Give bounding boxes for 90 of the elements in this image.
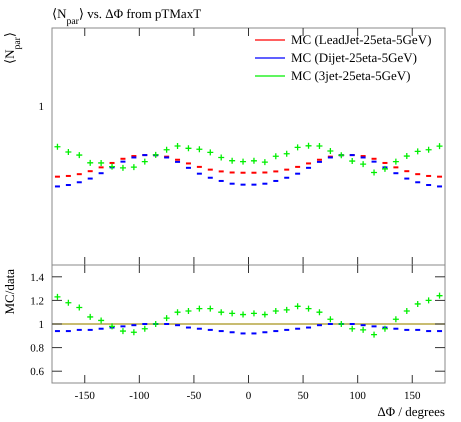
point bbox=[348, 157, 356, 165]
y-axis-title: MC/data bbox=[2, 268, 17, 314]
point bbox=[436, 142, 444, 150]
point bbox=[206, 305, 214, 312]
point bbox=[76, 304, 83, 312]
point bbox=[64, 148, 72, 156]
x-tick-label: -50 bbox=[186, 390, 202, 402]
point bbox=[64, 299, 72, 306]
point bbox=[370, 330, 378, 338]
y-tick-label: 1 bbox=[38, 319, 44, 331]
point bbox=[174, 142, 182, 150]
point bbox=[228, 310, 236, 318]
point bbox=[338, 152, 345, 159]
point bbox=[141, 158, 148, 166]
point bbox=[261, 158, 269, 166]
point bbox=[381, 165, 389, 173]
point bbox=[54, 143, 62, 150]
point bbox=[86, 159, 94, 166]
point bbox=[370, 168, 378, 176]
point bbox=[218, 154, 225, 162]
point bbox=[403, 307, 410, 315]
y-tick-label: 1.4 bbox=[30, 272, 44, 284]
point bbox=[174, 308, 182, 316]
point bbox=[392, 158, 400, 166]
x-tick-label: -100 bbox=[129, 390, 150, 402]
y-tick-label: 0.8 bbox=[30, 342, 44, 355]
x-tick-label: 150 bbox=[404, 390, 421, 402]
point bbox=[228, 157, 236, 164]
point bbox=[239, 158, 247, 166]
point bbox=[381, 325, 389, 332]
point bbox=[108, 163, 116, 170]
point bbox=[304, 142, 312, 150]
point bbox=[206, 148, 214, 156]
point bbox=[326, 147, 334, 155]
point bbox=[119, 327, 127, 335]
point bbox=[184, 307, 192, 315]
point bbox=[392, 316, 400, 323]
legend-label: MC (LeadJet-25eta-5GeV) bbox=[291, 32, 432, 47]
point bbox=[162, 314, 170, 322]
point bbox=[272, 152, 280, 160]
x-axis-title: ΔΦ / degrees bbox=[377, 404, 445, 419]
point bbox=[348, 325, 356, 332]
point bbox=[97, 159, 105, 167]
point bbox=[436, 292, 444, 300]
point bbox=[184, 144, 192, 152]
point bbox=[294, 302, 302, 310]
x-tick-label: 100 bbox=[349, 390, 366, 402]
point bbox=[414, 148, 422, 156]
y-tick-label: 1.2 bbox=[30, 295, 44, 308]
point bbox=[294, 144, 302, 151]
point bbox=[414, 300, 422, 308]
point bbox=[86, 313, 94, 321]
point bbox=[359, 160, 367, 168]
point bbox=[261, 310, 269, 318]
point bbox=[196, 146, 204, 153]
point bbox=[108, 322, 116, 330]
x-tick-label: -150 bbox=[74, 390, 96, 402]
point bbox=[359, 326, 367, 334]
point bbox=[272, 307, 280, 315]
point bbox=[130, 328, 138, 336]
point bbox=[326, 316, 334, 323]
point bbox=[97, 316, 105, 324]
point bbox=[196, 305, 204, 312]
point bbox=[250, 310, 258, 318]
point bbox=[152, 151, 160, 158]
point bbox=[141, 325, 148, 332]
point bbox=[152, 320, 160, 328]
point bbox=[316, 308, 324, 316]
y-tick-label: 0.6 bbox=[30, 366, 44, 378]
point bbox=[424, 296, 432, 304]
point bbox=[403, 152, 410, 160]
point bbox=[119, 164, 127, 172]
point bbox=[338, 320, 345, 328]
point bbox=[283, 150, 290, 158]
legend-label: MC (3jet-25eta-5GeV) bbox=[291, 68, 410, 83]
point bbox=[76, 151, 83, 159]
point bbox=[424, 146, 432, 154]
point bbox=[130, 163, 138, 171]
point bbox=[250, 157, 258, 164]
chart-title: ⟨N$_{par}$⟩ vs. ΔΦ from pTMaxT bbox=[52, 6, 202, 26]
point bbox=[162, 146, 170, 154]
legend-label: MC (Dijet-25eta-5GeV) bbox=[291, 50, 417, 65]
x-tick-label: 50 bbox=[298, 390, 310, 402]
point bbox=[218, 308, 225, 316]
point bbox=[316, 142, 324, 150]
point bbox=[283, 306, 290, 314]
x-tick-label: 0 bbox=[246, 390, 252, 402]
point bbox=[239, 310, 247, 318]
point bbox=[54, 293, 62, 301]
point bbox=[304, 305, 312, 312]
